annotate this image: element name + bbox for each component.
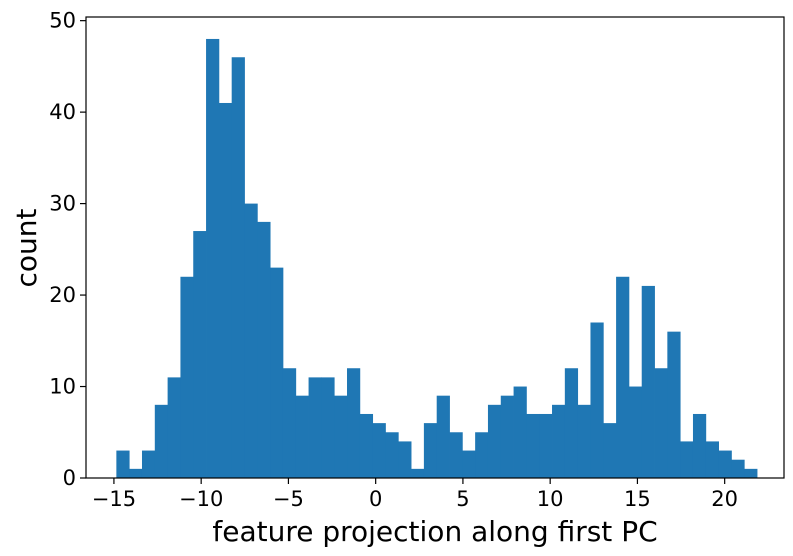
y-tick-label: 50 — [49, 9, 76, 33]
histogram-bar — [475, 432, 489, 478]
histogram-bar — [398, 441, 412, 478]
histogram-bar — [731, 459, 745, 478]
histogram-bar — [705, 441, 719, 478]
histogram-bar — [359, 413, 374, 478]
x-tick-label: 10 — [537, 487, 564, 511]
histogram-bar — [218, 102, 233, 478]
histogram-bar — [372, 423, 386, 478]
x-tick-label: 5 — [456, 487, 469, 511]
histogram-bar — [539, 413, 553, 478]
histogram-bar — [526, 413, 540, 478]
histogram-bar — [167, 377, 181, 478]
x-tick-label: 20 — [711, 487, 738, 511]
histogram-bar — [257, 221, 271, 478]
histogram-bar — [462, 450, 476, 478]
y-axis-label: count — [10, 208, 43, 287]
histogram-bar — [436, 395, 450, 478]
histogram-bar — [552, 404, 566, 478]
histogram-bar — [244, 203, 258, 478]
histogram-bar — [321, 377, 335, 478]
histogram-bar — [667, 331, 681, 478]
histogram-bar — [449, 432, 463, 478]
histogram-bar — [193, 231, 207, 478]
histogram-bar — [282, 368, 297, 478]
y-tick-label: 10 — [49, 375, 76, 399]
y-axis-ticks: 0 10 20 30 40 50 — [49, 9, 86, 490]
bars-group — [116, 38, 758, 478]
histogram-bar — [692, 413, 707, 478]
y-tick-label: 30 — [49, 192, 76, 216]
histogram-bar — [641, 285, 655, 478]
histogram-bar — [180, 276, 194, 478]
y-tick-label: 0 — [63, 466, 76, 490]
x-tick-label: −10 — [179, 487, 223, 511]
histogram-bar — [385, 432, 399, 478]
histogram-bar — [590, 322, 604, 478]
histogram-bar — [295, 395, 309, 478]
histogram-bar — [654, 368, 668, 478]
histogram-bar — [513, 386, 527, 478]
histogram-bar — [616, 276, 630, 478]
histogram-bar — [141, 450, 156, 478]
y-tick-label: 40 — [49, 100, 76, 124]
x-axis-ticks: −15 −10 −5 0 5 10 15 20 — [92, 478, 738, 511]
histogram-bar — [154, 404, 169, 478]
histogram-bar — [411, 468, 425, 478]
histogram-bar — [500, 395, 514, 478]
x-tick-label: −5 — [273, 487, 304, 511]
x-tick-label: 0 — [369, 487, 382, 511]
histogram-bar — [116, 450, 130, 478]
histogram-bar — [680, 441, 694, 478]
x-tick-label: −15 — [92, 487, 136, 511]
x-tick-label: 15 — [624, 487, 651, 511]
histogram-bar — [308, 377, 322, 478]
histogram-bar — [347, 368, 361, 478]
histogram-bar — [603, 423, 617, 478]
histogram-bar — [129, 468, 143, 478]
histogram-bar — [577, 404, 591, 478]
y-tick-label: 20 — [49, 283, 76, 307]
histogram-bar — [628, 386, 643, 478]
plot-frame — [85, 16, 785, 479]
histogram-bar — [487, 404, 502, 478]
histogram-bar — [334, 395, 348, 478]
histogram-bar — [231, 57, 245, 478]
histogram-bar — [206, 38, 220, 478]
histogram-bar — [564, 368, 579, 478]
x-axis-label: feature projection along first PC — [212, 515, 657, 548]
histogram-bar — [718, 450, 732, 478]
histogram-bar — [744, 468, 758, 478]
histogram-bar — [270, 267, 284, 478]
histogram-bar — [423, 423, 438, 478]
